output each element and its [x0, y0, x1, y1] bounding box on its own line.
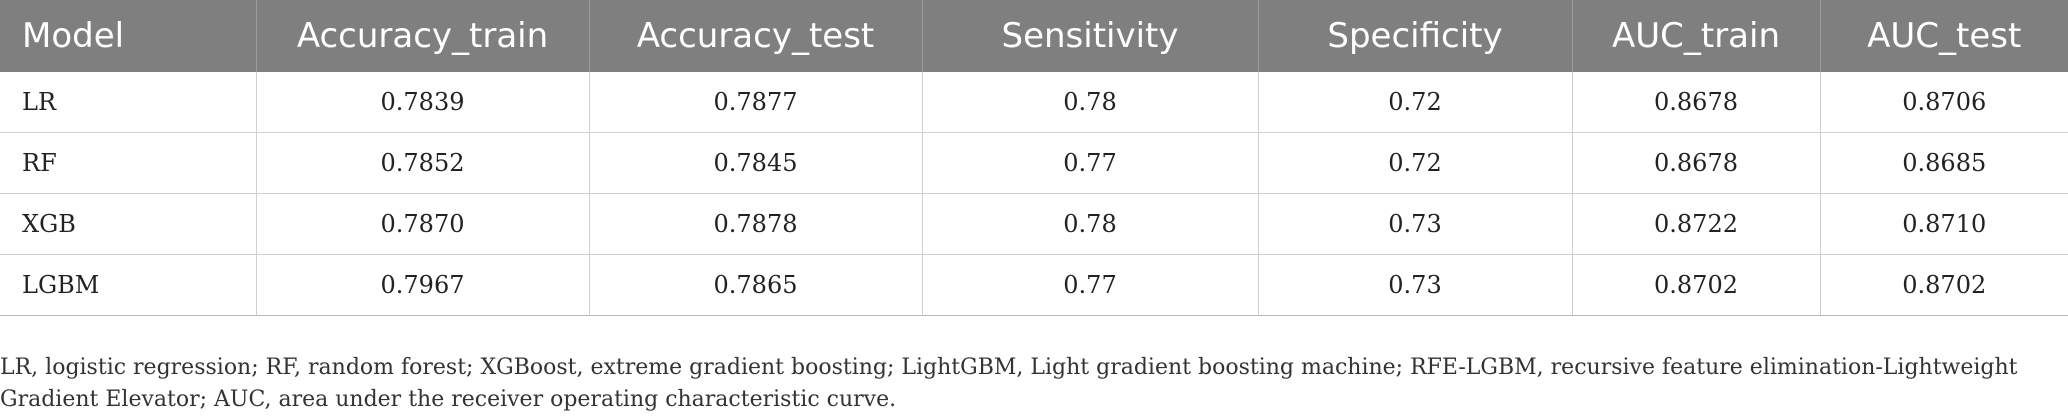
table-body: LR 0.7839 0.7877 0.78 0.72 0.8678 0.8706…: [0, 72, 2068, 316]
table-row: LR 0.7839 0.7877 0.78 0.72 0.8678 0.8706: [0, 72, 2068, 133]
header-auc-train: AUC_train: [1572, 0, 1821, 72]
cell-specificity: 0.73: [1258, 193, 1573, 255]
header-specificity: Specificity: [1258, 0, 1573, 72]
cell-accuracy-test: 0.7865: [589, 254, 923, 316]
header-accuracy-test: Accuracy_test: [589, 0, 923, 72]
cell-accuracy-train: 0.7870: [256, 193, 590, 255]
cell-model: LGBM: [0, 254, 257, 316]
cell-specificity: 0.73: [1258, 254, 1573, 316]
table-header: Model Accuracy_train Accuracy_test Sensi…: [0, 0, 2068, 72]
cell-specificity: 0.72: [1258, 132, 1573, 194]
cell-accuracy-train: 0.7839: [256, 72, 590, 133]
cell-auc-train: 0.8678: [1572, 132, 1821, 194]
table-row: RF 0.7852 0.7845 0.77 0.72 0.8678 0.8685: [0, 132, 2068, 194]
header-sensitivity: Sensitivity: [922, 0, 1259, 72]
cell-sensitivity: 0.77: [922, 254, 1259, 316]
cell-auc-test: 0.8710: [1820, 193, 2068, 255]
header-auc-test: AUC_test: [1820, 0, 2068, 72]
header-model: Model: [0, 0, 257, 72]
cell-accuracy-test: 0.7845: [589, 132, 923, 194]
cell-accuracy-train: 0.7967: [256, 254, 590, 316]
cell-auc-train: 0.8722: [1572, 193, 1821, 255]
cell-accuracy-train: 0.7852: [256, 132, 590, 194]
cell-auc-test: 0.8702: [1820, 254, 2068, 316]
cell-sensitivity: 0.78: [922, 193, 1259, 255]
cell-model: LR: [0, 72, 257, 133]
table-row: XGB 0.7870 0.7878 0.78 0.73 0.8722 0.871…: [0, 193, 2068, 255]
cell-auc-test: 0.8685: [1820, 132, 2068, 194]
cell-auc-train: 0.8678: [1572, 72, 1821, 133]
cell-accuracy-test: 0.7878: [589, 193, 923, 255]
cell-sensitivity: 0.77: [922, 132, 1259, 194]
cell-model: RF: [0, 132, 257, 194]
table-footnote: LR, logistic regression; RF, random fore…: [0, 355, 2018, 412]
cell-sensitivity: 0.78: [922, 72, 1259, 133]
cell-auc-train: 0.8702: [1572, 254, 1821, 316]
table-row: LGBM 0.7967 0.7865 0.77 0.73 0.8702 0.87…: [0, 254, 2068, 316]
results-table: Model Accuracy_train Accuracy_test Sensi…: [0, 0, 2068, 316]
cell-auc-test: 0.8706: [1820, 72, 2068, 133]
header-row: Model Accuracy_train Accuracy_test Sensi…: [0, 0, 2068, 72]
cell-accuracy-test: 0.7877: [589, 72, 923, 133]
cell-specificity: 0.72: [1258, 72, 1573, 133]
header-accuracy-train: Accuracy_train: [256, 0, 590, 72]
cell-model: XGB: [0, 193, 257, 255]
